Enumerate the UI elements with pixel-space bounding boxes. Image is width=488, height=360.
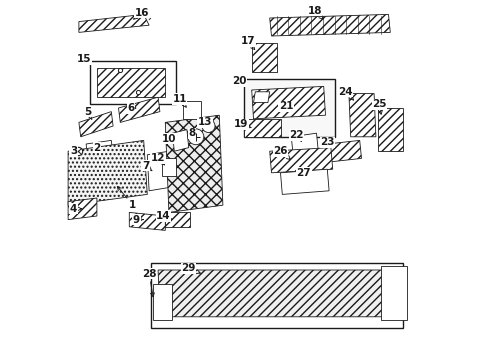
Polygon shape xyxy=(348,94,375,137)
Text: 5: 5 xyxy=(84,107,92,120)
Text: 6: 6 xyxy=(127,103,135,113)
Text: 12: 12 xyxy=(150,153,165,165)
Polygon shape xyxy=(97,68,165,97)
Text: 28: 28 xyxy=(142,269,156,297)
Text: 21: 21 xyxy=(278,101,292,111)
Polygon shape xyxy=(253,92,269,103)
Text: 23: 23 xyxy=(319,137,334,147)
Polygon shape xyxy=(244,119,280,137)
Polygon shape xyxy=(326,140,361,162)
Polygon shape xyxy=(129,212,165,230)
Text: 17: 17 xyxy=(240,36,255,50)
Polygon shape xyxy=(172,130,188,151)
Text: 14: 14 xyxy=(156,211,171,221)
Polygon shape xyxy=(79,112,113,137)
Text: 29: 29 xyxy=(181,263,200,274)
Text: 1: 1 xyxy=(117,186,136,210)
Text: 18: 18 xyxy=(307,6,323,19)
Text: 22: 22 xyxy=(289,130,304,141)
Text: 3: 3 xyxy=(70,146,78,156)
Text: 4: 4 xyxy=(70,204,81,214)
Polygon shape xyxy=(68,198,97,220)
Polygon shape xyxy=(162,158,176,176)
Text: 15: 15 xyxy=(77,54,91,64)
Text: 10: 10 xyxy=(162,134,176,144)
Bar xyxy=(151,263,402,328)
Polygon shape xyxy=(280,169,328,194)
Polygon shape xyxy=(269,148,332,173)
Polygon shape xyxy=(291,133,318,155)
Text: 27: 27 xyxy=(296,168,310,178)
Polygon shape xyxy=(251,43,276,72)
Polygon shape xyxy=(165,212,190,227)
Text: 25: 25 xyxy=(371,99,386,114)
Text: 11: 11 xyxy=(172,94,186,107)
Polygon shape xyxy=(183,101,201,119)
Polygon shape xyxy=(381,266,406,320)
Polygon shape xyxy=(377,108,402,151)
Text: 13: 13 xyxy=(197,117,212,127)
Circle shape xyxy=(187,129,203,145)
Polygon shape xyxy=(251,86,325,119)
Polygon shape xyxy=(79,14,149,32)
Polygon shape xyxy=(118,97,160,122)
Text: 2: 2 xyxy=(93,143,101,153)
Text: 20: 20 xyxy=(231,76,246,86)
Text: 9: 9 xyxy=(133,215,143,225)
Polygon shape xyxy=(165,115,223,212)
Bar xyxy=(89,61,176,104)
Text: 7: 7 xyxy=(142,161,152,171)
Polygon shape xyxy=(158,270,389,317)
Polygon shape xyxy=(152,284,172,320)
Polygon shape xyxy=(86,140,113,158)
Polygon shape xyxy=(147,151,170,191)
Text: 16: 16 xyxy=(133,8,149,19)
Text: 19: 19 xyxy=(233,119,251,129)
Polygon shape xyxy=(68,140,147,205)
Bar xyxy=(244,79,334,137)
Text: 8: 8 xyxy=(188,128,196,138)
Circle shape xyxy=(202,120,215,132)
Text: 24: 24 xyxy=(337,87,353,100)
Polygon shape xyxy=(269,14,389,36)
Text: 26: 26 xyxy=(273,146,290,159)
